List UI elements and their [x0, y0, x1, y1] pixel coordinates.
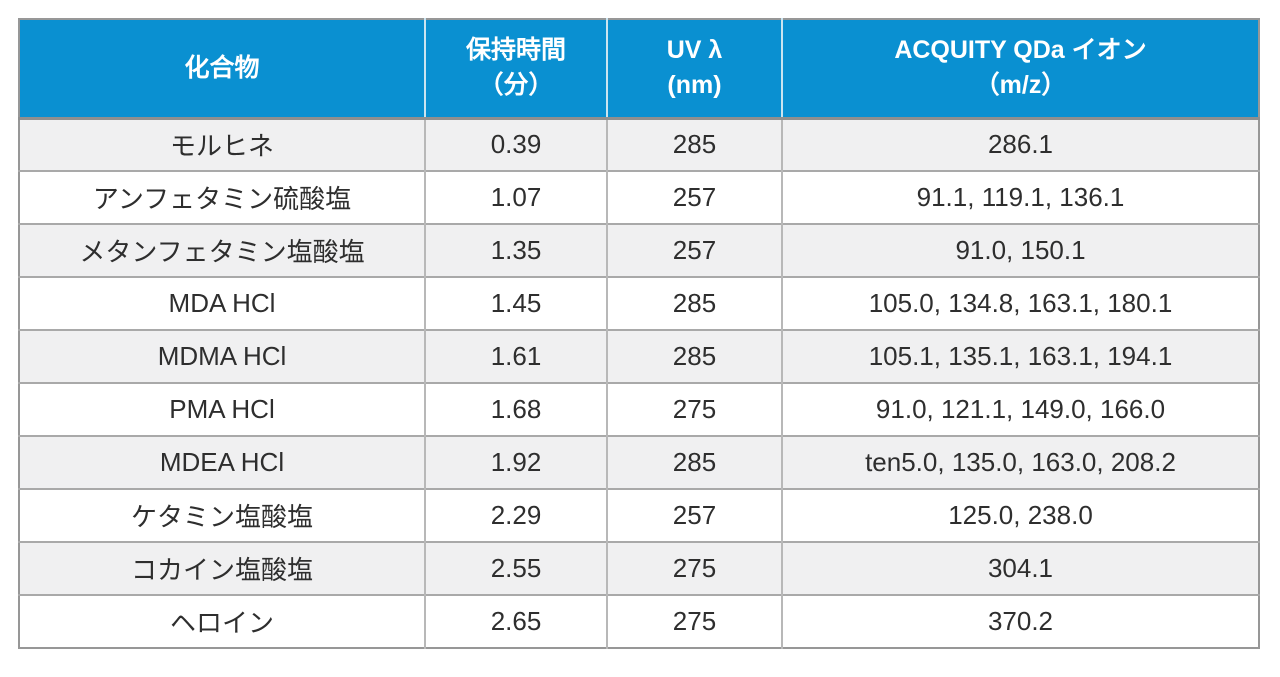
table-row: ケタミン塩酸塩 2.29 257 125.0, 238.0 — [19, 488, 1259, 542]
cell-uv-wavelength: 285 — [606, 276, 782, 330]
header-compound-label: 化合物 — [184, 53, 260, 82]
cell-qda-ions: 125.0, 238.0 — [781, 488, 1259, 542]
cell-qda-ions: 91.0, 150.1 — [781, 223, 1259, 277]
cell-qda-ions: ten5.0, 135.0, 163.0, 208.2 — [781, 435, 1259, 489]
cell-compound: アンフェタミン硫酸塩 — [19, 170, 425, 224]
cell-qda-ions: 105.0, 134.8, 163.1, 180.1 — [781, 276, 1259, 330]
cell-uv-wavelength: 275 — [606, 541, 782, 595]
cell-retention-time: 0.39 — [424, 118, 607, 171]
cell-uv-wavelength: 257 — [606, 488, 782, 542]
cell-qda-ions: 370.2 — [781, 594, 1259, 648]
cell-compound: ケタミン塩酸塩 — [19, 488, 425, 542]
header-uv-wavelength: UV λ (nm) — [606, 19, 782, 120]
table-row: MDMA HCl 1.61 285 105.1, 135.1, 163.1, 1… — [19, 329, 1259, 383]
cell-retention-time: 1.35 — [424, 223, 607, 277]
table-row: アンフェタミン硫酸塩 1.07 257 91.1, 119.1, 136.1 — [19, 170, 1259, 224]
cell-uv-wavelength: 257 — [606, 223, 782, 277]
cell-qda-ions: 91.0, 121.1, 149.0, 166.0 — [781, 382, 1259, 436]
header-qda-ions-label: ACQUITY QDa イオン （m/z） — [894, 36, 1147, 100]
cell-qda-ions: 304.1 — [781, 541, 1259, 595]
cell-compound: コカイン塩酸塩 — [19, 541, 425, 595]
table-row: PMA HCl 1.68 275 91.0, 121.1, 149.0, 166… — [19, 382, 1259, 436]
header-retention-time-label: 保持時間 （分） — [465, 36, 566, 100]
header-compound: 化合物 — [19, 19, 425, 120]
cell-compound: モルヒネ — [19, 118, 425, 171]
header-retention-time: 保持時間 （分） — [424, 19, 607, 120]
cell-retention-time: 1.45 — [424, 276, 607, 330]
cell-uv-wavelength: 285 — [606, 118, 782, 171]
cell-compound: MDMA HCl — [19, 329, 425, 383]
cell-retention-time: 2.65 — [424, 594, 607, 648]
cell-retention-time: 1.68 — [424, 382, 607, 436]
table-row: メタンフェタミン塩酸塩 1.35 257 91.0, 150.1 — [19, 223, 1259, 277]
cell-retention-time: 1.07 — [424, 170, 607, 224]
cell-retention-time: 1.61 — [424, 329, 607, 383]
table-row: MDEA HCl 1.92 285 ten5.0, 135.0, 163.0, … — [19, 435, 1259, 489]
table-row: ヘロイン 2.65 275 370.2 — [19, 594, 1259, 648]
cell-retention-time: 1.92 — [424, 435, 607, 489]
table-row: モルヒネ 0.39 285 286.1 — [19, 118, 1259, 171]
cell-qda-ions: 105.1, 135.1, 163.1, 194.1 — [781, 329, 1259, 383]
cell-uv-wavelength: 285 — [606, 435, 782, 489]
cell-compound: メタンフェタミン塩酸塩 — [19, 223, 425, 277]
cell-uv-wavelength: 285 — [606, 329, 782, 383]
cell-uv-wavelength: 257 — [606, 170, 782, 224]
cell-retention-time: 2.29 — [424, 488, 607, 542]
cell-uv-wavelength: 275 — [606, 594, 782, 648]
cell-retention-time: 2.55 — [424, 541, 607, 595]
cell-uv-wavelength: 275 — [606, 382, 782, 436]
table-row: コカイン塩酸塩 2.55 275 304.1 — [19, 541, 1259, 595]
compound-table: 化合物 保持時間 （分） UV λ (nm) ACQUITY QDa イオン （… — [18, 18, 1260, 649]
table-row: MDA HCl 1.45 285 105.0, 134.8, 163.1, 18… — [19, 276, 1259, 330]
header-row: 化合物 保持時間 （分） UV λ (nm) ACQUITY QDa イオン （… — [19, 19, 1259, 120]
cell-compound: MDA HCl — [19, 276, 425, 330]
cell-qda-ions: 91.1, 119.1, 136.1 — [781, 170, 1259, 224]
cell-compound: PMA HCl — [19, 382, 425, 436]
cell-compound: MDEA HCl — [19, 435, 425, 489]
cell-compound: ヘロイン — [19, 594, 425, 648]
header-uv-wavelength-label: UV λ (nm) — [666, 36, 723, 100]
cell-qda-ions: 286.1 — [781, 118, 1259, 171]
header-qda-ions: ACQUITY QDa イオン （m/z） — [781, 19, 1259, 120]
